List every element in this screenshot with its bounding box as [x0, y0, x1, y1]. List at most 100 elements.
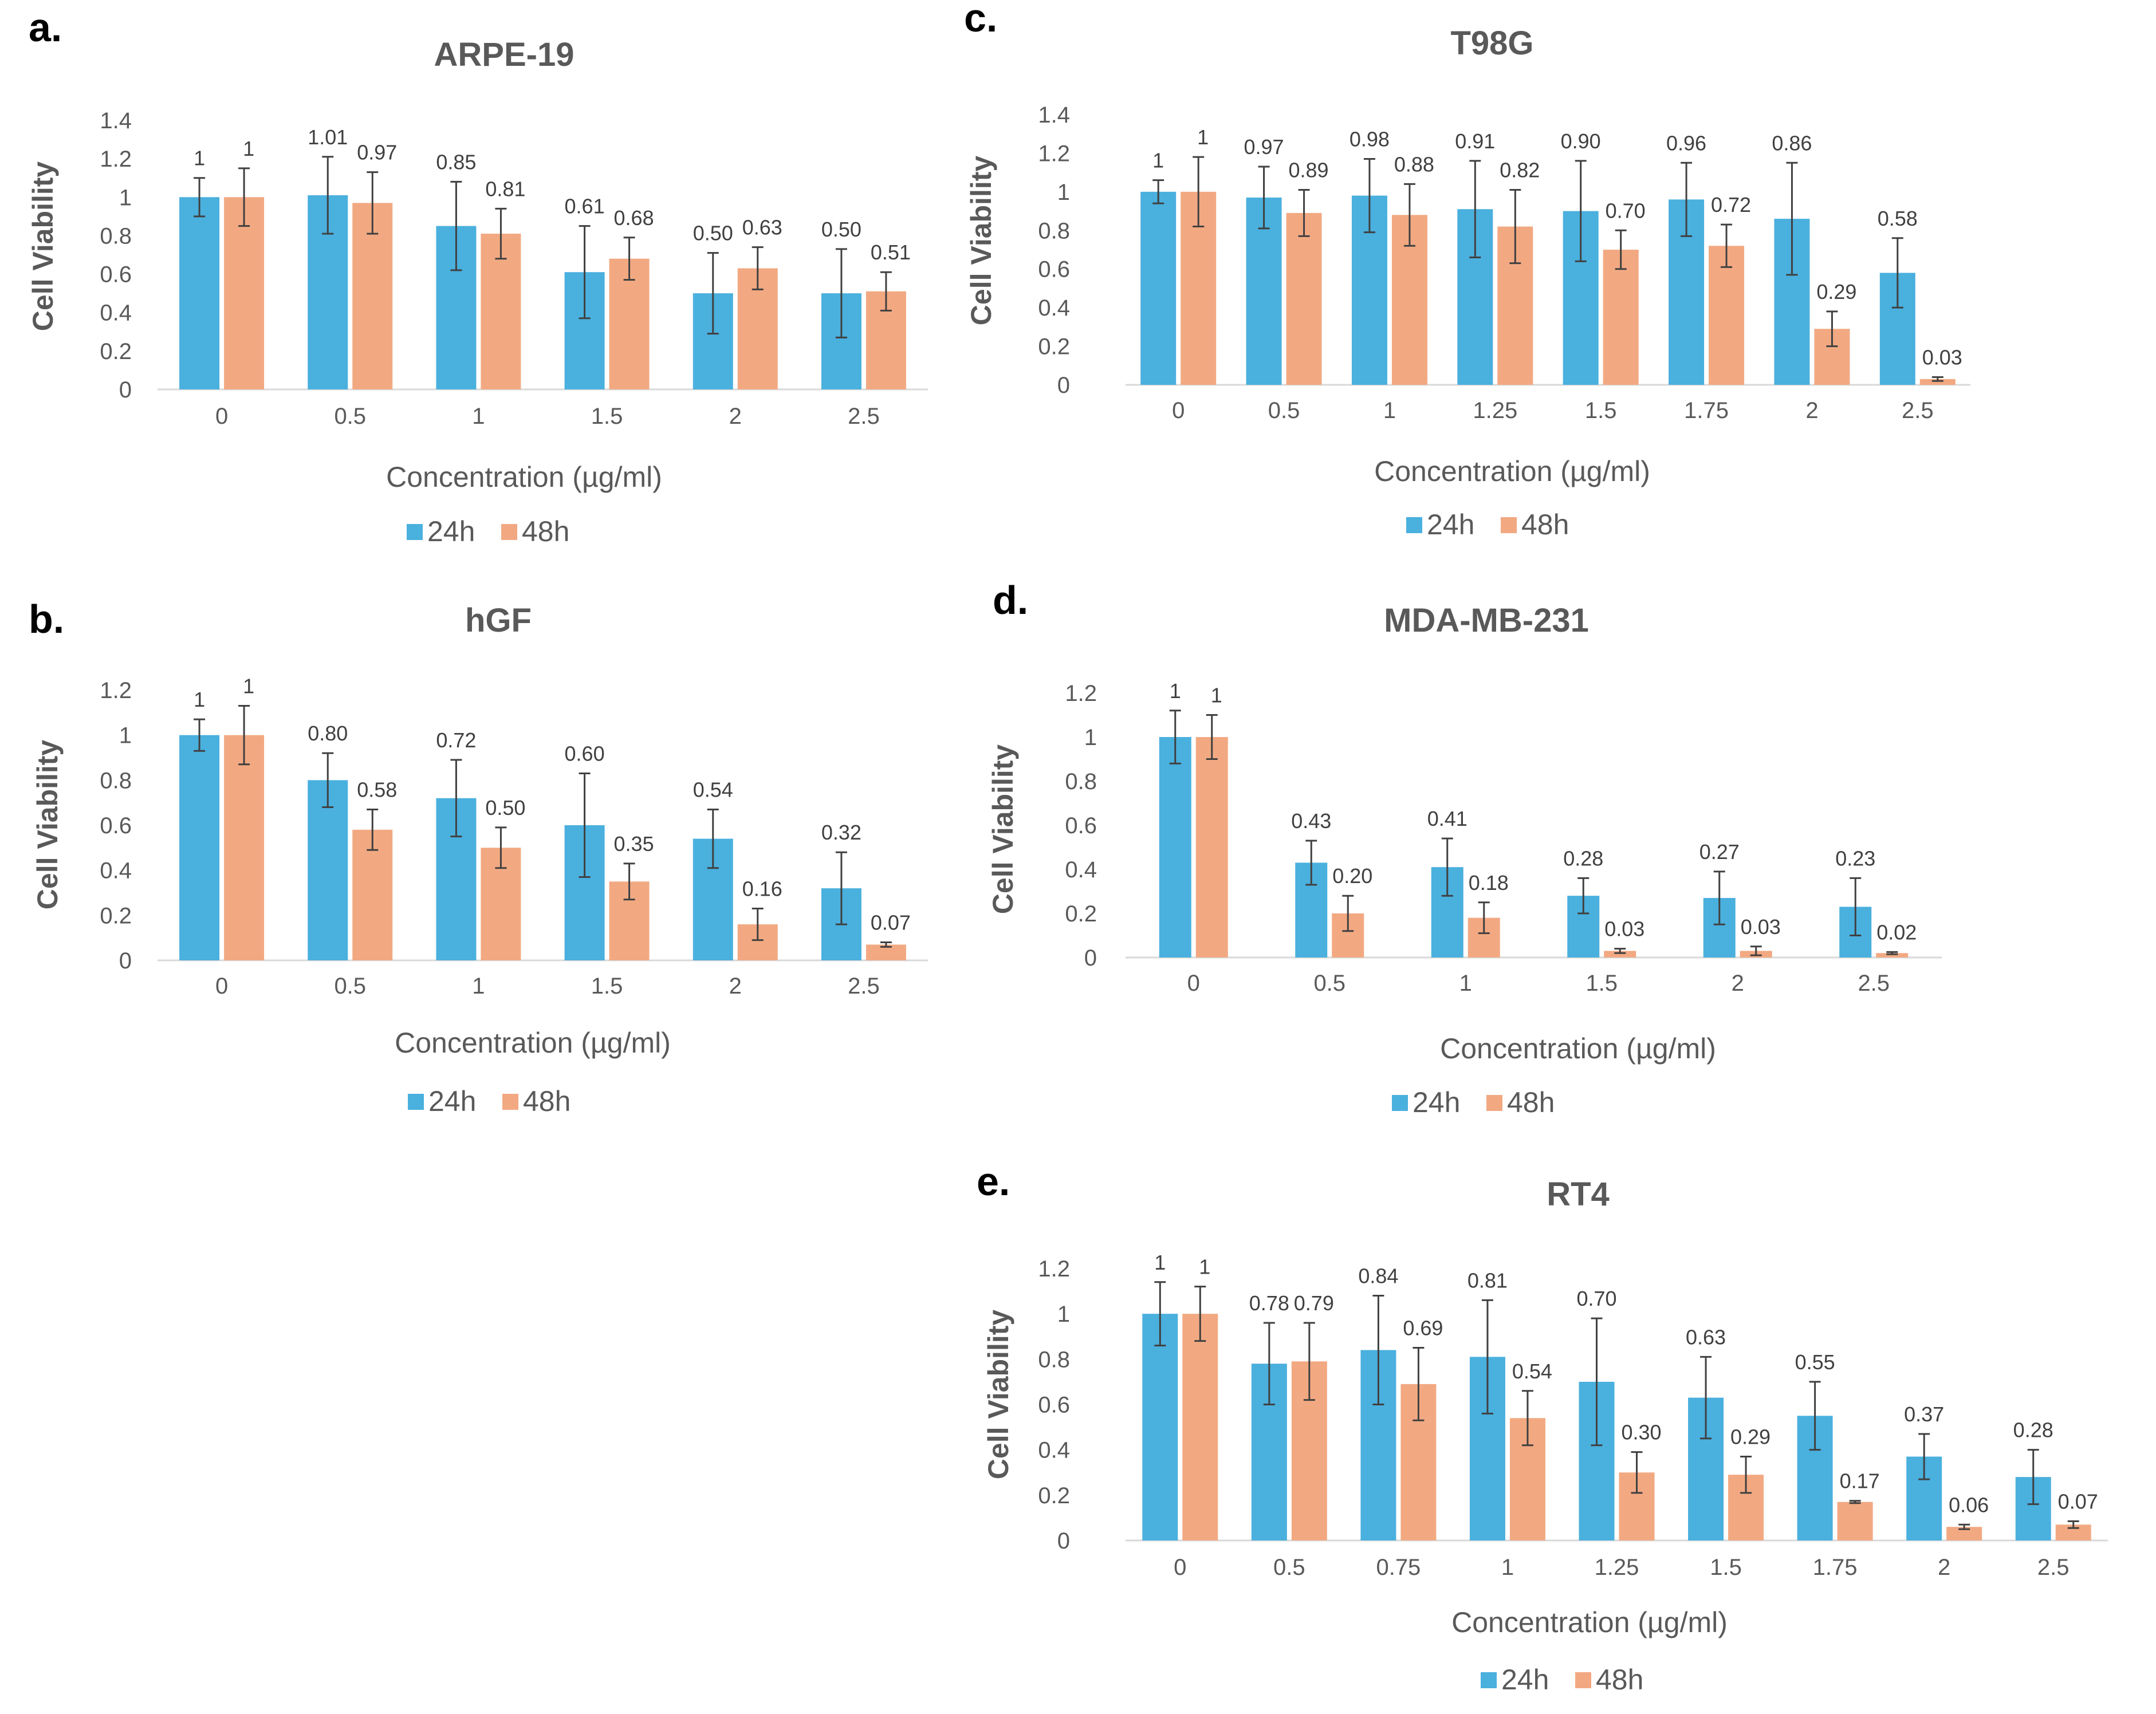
y-tick-label: 1: [1057, 180, 1070, 205]
x-tick-label: 0: [1174, 1555, 1186, 1580]
bar-48h: [224, 197, 265, 389]
legend-label-24h: 24h: [428, 1085, 476, 1117]
x-axis-title: Concentration (µg/ml): [1440, 1033, 1716, 1065]
data-label: 0.70: [1606, 199, 1646, 222]
y-tick-label: 0.4: [100, 858, 132, 884]
data-label: 0.61: [565, 195, 605, 218]
x-tick-label: 0: [1187, 971, 1200, 996]
x-tick-label: 1: [1459, 971, 1472, 996]
y-axis-title: Cell Viability: [987, 744, 1019, 915]
y-tick-label: 0: [119, 948, 132, 974]
data-label: 0.03: [1922, 346, 1962, 369]
bar-48h: [1919, 379, 1956, 385]
data-label: 0.07: [2058, 1490, 2098, 1513]
data-label: 0.43: [1291, 809, 1331, 833]
y-tick-label: 1: [1057, 1302, 1070, 1327]
legend-label-48h: 48h: [523, 1085, 571, 1117]
legend: 24h 48h: [408, 1085, 571, 1117]
chart-d: d. MDA-MB-231 0 0.2 0.4 0.6 0.8 1 1.2 0 1 1 0.5 0.43 0…: [987, 578, 1942, 1118]
data-label: 0.50: [821, 218, 861, 241]
legend-label-24h: 24h: [1427, 509, 1474, 541]
bar-48h: [481, 234, 521, 389]
data-label: 0.55: [1795, 1350, 1835, 1374]
data-label: 0.90: [1561, 129, 1601, 153]
x-tick-label: 0.5: [334, 974, 366, 999]
data-label: 0.50: [693, 222, 733, 245]
data-label: 0.17: [1840, 1469, 1880, 1493]
y-tick-label: 0: [119, 377, 132, 403]
data-label: 0.78: [1249, 1291, 1289, 1315]
y-tick-label: 0.6: [1065, 813, 1097, 838]
y-tick-label: 0.4: [1065, 857, 1097, 882]
data-label: 1: [243, 137, 254, 160]
chart-c: c. T98G 0 0.2 0.4 0.6 0.8 1 1.2 1.4 0 1 1 0.5 0.970.89…: [964, 0, 1970, 541]
x-tick-label: 1.5: [1585, 971, 1618, 996]
legend-swatch-24h: [1406, 517, 1422, 533]
legend-label-48h: 48h: [1521, 509, 1569, 541]
y-tick-label: 0.6: [1038, 1393, 1070, 1418]
legend-swatch-48h: [1501, 517, 1517, 533]
bar-24h: [1140, 191, 1177, 385]
y-axis-title: Cell Viability: [982, 1310, 1014, 1480]
data-label: 0.03: [1604, 917, 1644, 941]
data-label: 0.72: [1711, 193, 1751, 216]
data-label: 1: [1152, 149, 1164, 172]
y-tick-label: 0.6: [100, 262, 132, 287]
legend-swatch-24h: [407, 524, 423, 540]
data-label: 1.01: [308, 125, 348, 149]
data-label: 0.54: [1512, 1360, 1552, 1383]
data-label: 0.63: [742, 216, 782, 239]
data-label: 0.28: [2013, 1419, 2053, 1442]
x-tick-label: 0.75: [1376, 1555, 1421, 1580]
data-label: 0.07: [871, 911, 911, 935]
data-label: 0.29: [1730, 1425, 1771, 1449]
x-tick-label: 0.5: [1268, 398, 1300, 423]
bar-48h: [1876, 953, 1909, 958]
legend-swatch-24h: [1392, 1095, 1408, 1111]
y-tick-label: 1: [119, 723, 132, 748]
y-tick-label: 0.6: [1038, 257, 1070, 282]
data-label: 1: [1170, 679, 1181, 703]
data-label: 0.30: [1621, 1421, 1661, 1444]
x-tick-label: 1: [472, 974, 485, 999]
data-label: 0.50: [485, 796, 525, 819]
data-label: 0.27: [1699, 840, 1740, 864]
data-label: 1: [1197, 125, 1209, 149]
bar-48h: [352, 829, 393, 960]
y-tick-label: 1.4: [100, 108, 132, 133]
x-axis-title: Concentration (µg/ml): [1374, 455, 1650, 487]
data-label: 0.79: [1294, 1291, 1334, 1315]
x-tick-label: 2.5: [848, 404, 880, 429]
legend: 24h 48h: [1392, 1086, 1555, 1118]
x-tick-label: 0: [215, 404, 228, 429]
x-tick-label: 1.75: [1813, 1555, 1858, 1580]
chart-title: hGF: [465, 602, 532, 639]
x-tick-label: 1: [1383, 398, 1396, 423]
y-tick-label: 0: [1084, 945, 1097, 971]
bar-24h: [308, 780, 348, 960]
x-tick-label: 2.5: [848, 974, 880, 999]
legend-label-24h: 24h: [427, 515, 475, 547]
y-tick-label: 1.2: [1065, 681, 1097, 706]
data-label: 0.28: [1563, 846, 1603, 870]
y-tick-label: 0.2: [1065, 901, 1097, 927]
y-tick-label: 0.8: [1065, 769, 1097, 794]
bar-48h: [1837, 1502, 1873, 1540]
data-label: 0.51: [871, 241, 911, 264]
y-tick-label: 0.4: [100, 301, 132, 326]
y-tick-label: 1.2: [1038, 1256, 1070, 1282]
y-tick-label: 1: [1084, 725, 1097, 750]
data-label: 0.89: [1289, 158, 1329, 182]
bar-24h: [179, 735, 220, 960]
y-tick-label: 0.2: [100, 903, 132, 928]
panel-letter: e.: [977, 1159, 1010, 1204]
data-label: 0.37: [1904, 1402, 1944, 1426]
bar-48h: [1195, 737, 1228, 958]
chart-title: RT4: [1547, 1176, 1610, 1213]
y-tick-label: 1.2: [100, 678, 132, 703]
bar-24h: [1159, 737, 1191, 958]
y-tick-label: 0.2: [1038, 1483, 1070, 1508]
bar-48h: [1709, 246, 1745, 385]
bar-24h: [1142, 1314, 1178, 1540]
legend: 24h 48h: [1406, 509, 1569, 541]
